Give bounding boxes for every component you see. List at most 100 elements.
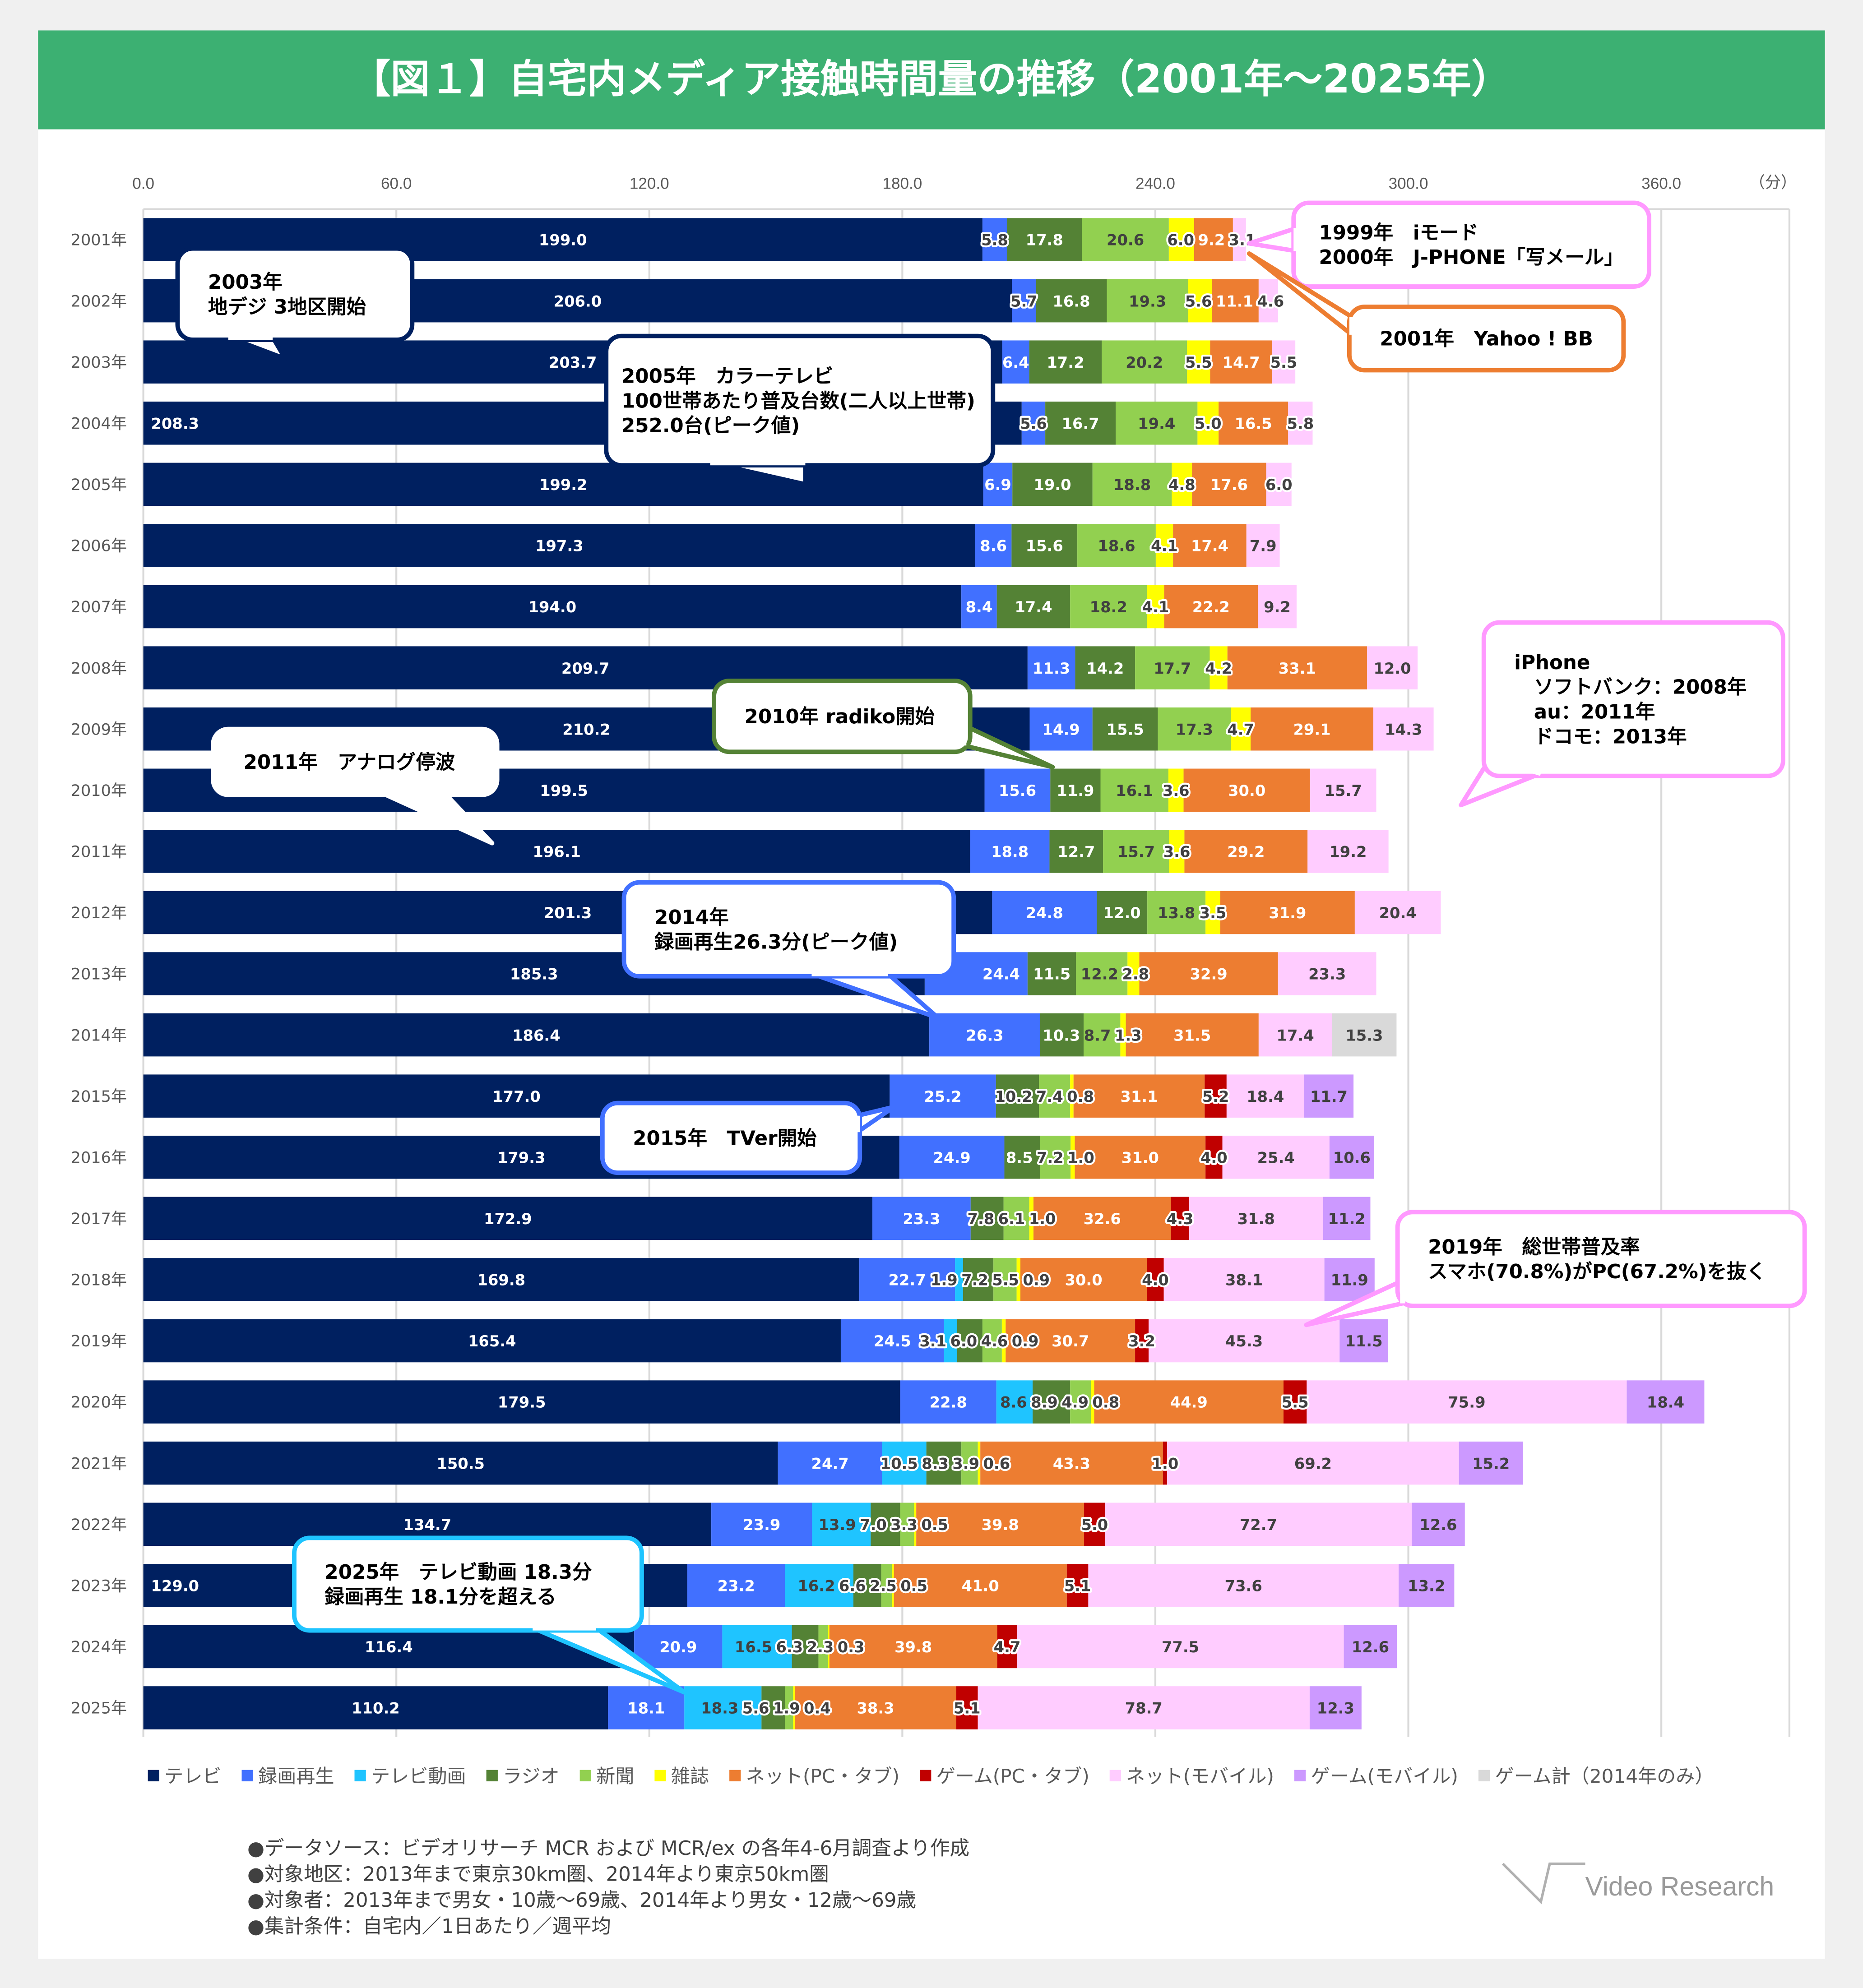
data-label: 24.5 — [874, 1332, 911, 1350]
y-category-label: 2017年 — [71, 1210, 127, 1228]
bar-segment — [812, 1503, 871, 1546]
bar-segment — [1222, 1136, 1330, 1179]
callout-box — [1481, 620, 1785, 778]
data-label: 29.2 — [1227, 843, 1265, 861]
bar-segment — [608, 1686, 685, 1729]
data-label: 10.3 — [1043, 1026, 1080, 1044]
callout-text: 地デジ 3地区開始 — [208, 296, 366, 319]
data-label: 43.3 — [1053, 1455, 1090, 1472]
data-label: 16.7 — [1062, 415, 1099, 432]
data-label: 0.8 — [1067, 1088, 1094, 1105]
data-label: 5.5 — [1185, 354, 1212, 371]
data-label: 8.4 — [966, 598, 993, 616]
bar-segment — [929, 1013, 1040, 1057]
legend-label: ネット(モバイル) — [1126, 1765, 1274, 1787]
data-label: 18.8 — [991, 843, 1029, 861]
legend-item: ネット(PC・タブ) — [729, 1765, 899, 1787]
data-label: 14.9 — [1043, 721, 1080, 738]
callout-text: 2000年 J-PHONE「写メール」 — [1319, 246, 1623, 269]
data-label: 4.8 — [1168, 476, 1196, 494]
y-category-label: 2024年 — [71, 1638, 127, 1656]
data-label: 12.0 — [1103, 904, 1141, 922]
bar-segment — [1310, 768, 1376, 812]
data-label: 25.2 — [924, 1088, 961, 1105]
data-label: 5.0 — [1081, 1516, 1108, 1534]
data-label: 9.2 — [1264, 598, 1291, 616]
bar-segment — [1077, 524, 1156, 567]
bar-segment — [1091, 1380, 1094, 1424]
bar-segment — [722, 1625, 792, 1669]
data-label: 4.1 — [1142, 598, 1169, 616]
data-label: 17.8 — [1026, 231, 1063, 249]
bar-segment — [1147, 891, 1206, 934]
bar-segment — [996, 585, 1071, 629]
data-label: 13.8 — [1158, 904, 1195, 922]
data-label: 31.0 — [1122, 1149, 1159, 1166]
bar-segment — [1233, 218, 1246, 261]
bar-segment — [1092, 707, 1158, 751]
x-tick-label: 240.0 — [1135, 175, 1175, 193]
bar-segment — [1173, 524, 1247, 567]
data-label: 6.9 — [984, 476, 1011, 494]
bar-row: 2024年 — [71, 1625, 1397, 1669]
data-label: 22.8 — [930, 1394, 967, 1411]
legend-swatch — [654, 1770, 666, 1781]
data-label: 19.0 — [1033, 476, 1071, 494]
bar-segment — [914, 1503, 917, 1546]
legend-item: ゲーム(モバイル) — [1294, 1765, 1458, 1787]
bar-segment — [1266, 462, 1292, 506]
data-label: 22.7 — [889, 1271, 926, 1289]
callout-text: 2019年 総世帯普及率 — [1428, 1236, 1640, 1258]
bar-segment — [1127, 952, 1140, 995]
bar-segment — [1183, 768, 1310, 812]
data-label: 210.2 — [562, 721, 611, 738]
data-label: 199.0 — [539, 231, 587, 249]
data-label: 7.2 — [961, 1271, 988, 1289]
data-label: 77.5 — [1162, 1638, 1199, 1656]
bar-segment — [1116, 402, 1198, 445]
data-label: 73.6 — [1225, 1577, 1262, 1595]
legend-item: ラジオ — [486, 1765, 560, 1787]
callout-box — [1347, 305, 1626, 373]
bar-segment — [1103, 830, 1169, 873]
legend-label: ゲーム(PC・タブ) — [936, 1765, 1089, 1787]
data-label: 12.7 — [1057, 843, 1095, 861]
y-category-label: 2020年 — [71, 1393, 127, 1412]
bar-segment — [1033, 1380, 1071, 1424]
data-label: 19.3 — [1129, 292, 1166, 310]
legend-swatch — [354, 1770, 366, 1781]
callout: 2001年 Yahoo ! BB — [1247, 251, 1626, 373]
legend-label: 雑誌 — [671, 1765, 709, 1787]
data-label: 24.9 — [933, 1149, 971, 1166]
bar-segment — [778, 1441, 882, 1485]
callout-text: スマホ(70.8%)がPC(67.2%)を抜く — [1428, 1261, 1766, 1283]
data-label: 203.7 — [549, 354, 597, 371]
callout-text: ソフトバンク：2008年 — [1514, 676, 1747, 699]
bar-segment — [1006, 1319, 1135, 1363]
data-label: 4.6 — [981, 1332, 1008, 1350]
legend-label: ゲーム計（2014年のみ） — [1495, 1765, 1714, 1787]
callout: 2015年 TVer開始 — [600, 1100, 897, 1175]
bar-row: 2022年 — [71, 1503, 1465, 1546]
legend-item: ネット(モバイル) — [1109, 1765, 1274, 1787]
data-label: 6.0 — [1265, 476, 1293, 494]
bar-segment — [1220, 891, 1355, 934]
y-category-label: 2008年 — [71, 659, 127, 678]
data-label: 5.6 — [742, 1700, 769, 1717]
bar-segment — [970, 1197, 1004, 1240]
data-label: 5.1 — [954, 1700, 981, 1717]
callout-text: 2001年 Yahoo ! BB — [1380, 328, 1593, 351]
data-label: 12.2 — [1081, 966, 1118, 983]
data-label: 16.1 — [1116, 782, 1153, 800]
x-tick-label: 180.0 — [882, 175, 922, 193]
bar-row: 2018年 — [71, 1258, 1375, 1301]
data-label: 10.2 — [995, 1088, 1032, 1105]
bar-segment — [1344, 1625, 1397, 1669]
bar-segment — [1147, 585, 1164, 629]
bar-segment — [1288, 402, 1313, 445]
data-label: 16.5 — [735, 1638, 772, 1656]
bar-segment — [1082, 218, 1169, 261]
data-label: 75.9 — [1448, 1394, 1485, 1411]
bar-segment — [1092, 462, 1172, 506]
